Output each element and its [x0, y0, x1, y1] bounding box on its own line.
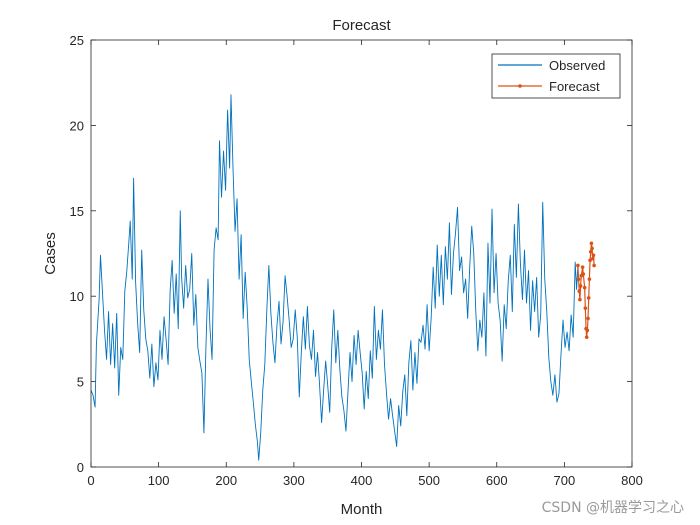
watermark: CSDN @机器学习之心 [541, 500, 684, 516]
legend-forecast-label: Forecast [549, 79, 600, 94]
series-point-forecast [590, 246, 594, 251]
series-point-forecast [592, 263, 596, 268]
series-point-forecast [591, 253, 596, 258]
series-point-forecast [581, 272, 586, 276]
y-axis-label: Cases [42, 232, 59, 275]
ticks-group: 0 100 200 300 400 500 600 700 800 0 5 10 15 20 25 [70, 33, 643, 488]
plot-box [90, 39, 633, 468]
series-point-forecast [588, 249, 593, 254]
y-tick-label: 25 [70, 33, 84, 48]
x-tick-label: 0 [87, 473, 94, 488]
chart-title: Forecast [332, 17, 391, 34]
x-tick-label: 600 [486, 473, 508, 488]
series-point-forecast [578, 297, 582, 302]
series-point-forecast [577, 289, 582, 293]
y-tick-label: 10 [70, 289, 84, 304]
legend-box [491, 53, 621, 99]
legend-observed-label: Observed [549, 58, 605, 73]
series-point-forecast [578, 284, 583, 288]
y-tick-label: 20 [70, 118, 84, 133]
series-point-forecast [588, 258, 592, 263]
x-tick-label: 100 [148, 473, 170, 488]
series-point-forecast [583, 306, 588, 310]
plot-area [91, 40, 632, 467]
x-tick-label: 400 [351, 473, 373, 488]
x-tick-label: 800 [621, 473, 643, 488]
y-tick-label: 0 [77, 460, 84, 475]
series-layer [90, 94, 596, 461]
series-point-forecast [585, 328, 590, 333]
x-tick-label: 200 [215, 473, 237, 488]
series-line-observed [90, 94, 579, 461]
series-point-forecast [589, 241, 594, 246]
series-point-forecast [576, 263, 580, 268]
series-point-forecast [584, 335, 589, 339]
series-point-forecast [587, 277, 592, 281]
legend-forecast-marker [518, 84, 522, 88]
y-tick-label: 15 [70, 204, 84, 219]
x-tick-label: 300 [283, 473, 305, 488]
x-tick-label: 500 [418, 473, 440, 488]
x-tick-label: 700 [554, 473, 576, 488]
x-axis-label: Month [341, 501, 383, 518]
series-point-forecast [586, 296, 591, 300]
legend: Observed Forecast [491, 53, 621, 99]
series-point-forecast [590, 256, 595, 261]
series-point-forecast [580, 265, 585, 269]
y-tick-label: 5 [77, 375, 84, 390]
series-point-forecast [586, 316, 590, 321]
series-point-forecast [582, 285, 587, 290]
series-point-forecast [576, 277, 581, 281]
